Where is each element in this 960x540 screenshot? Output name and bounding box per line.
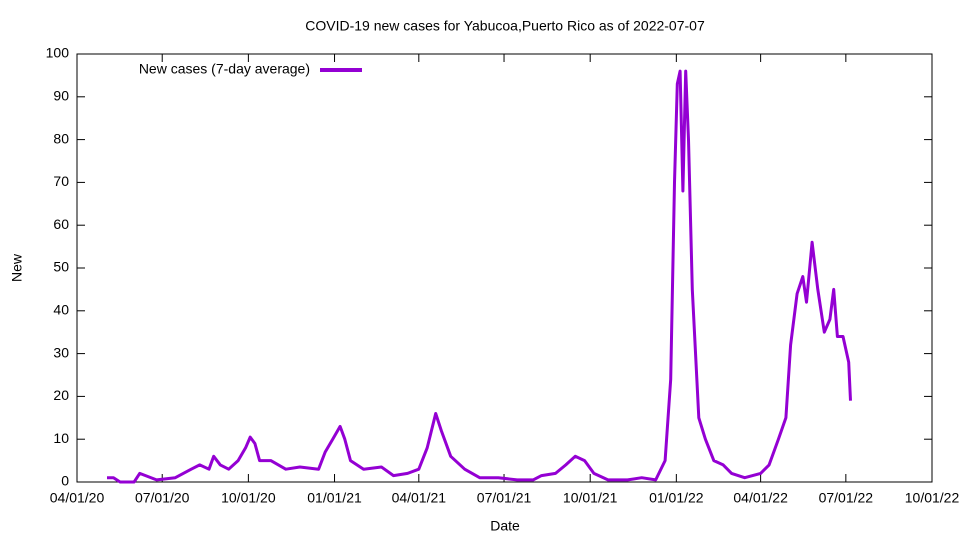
y-tick-label: 30 <box>53 344 69 360</box>
y-tick-label: 10 <box>53 430 69 446</box>
x-tick-label: 07/01/20 <box>135 490 190 506</box>
y-tick-label: 60 <box>53 216 69 232</box>
y-tick-label: 0 <box>61 473 69 489</box>
legend-label: New cases (7-day average) <box>139 61 310 77</box>
data-line <box>107 69 852 484</box>
x-tick-label: 10/01/21 <box>563 490 618 506</box>
y-tick-label: 90 <box>53 88 69 104</box>
x-axis-label: Date <box>490 518 520 534</box>
chart-title: COVID-19 new cases for Yabucoa,Puerto Ri… <box>305 18 705 34</box>
y-tick-label: 40 <box>53 302 69 318</box>
x-tick-label: 04/01/20 <box>50 490 105 506</box>
x-tick-label: 07/01/21 <box>477 490 532 506</box>
y-tick-label: 100 <box>46 45 70 61</box>
x-tick-label: 10/01/22 <box>905 490 960 506</box>
x-tick-label: 01/01/22 <box>649 490 704 506</box>
x-tick-label: 07/01/22 <box>819 490 874 506</box>
y-tick-label: 70 <box>53 173 69 189</box>
y-tick-label: 20 <box>53 387 69 403</box>
x-tick-label: 01/01/21 <box>307 490 362 506</box>
y-axis-label: New <box>9 253 25 282</box>
x-tick-label: 10/01/20 <box>221 490 276 506</box>
y-tick-label: 50 <box>53 259 69 275</box>
y-tick-label: 80 <box>53 130 69 146</box>
x-tick-label: 04/01/22 <box>733 490 788 506</box>
plot-frame <box>76 53 933 483</box>
x-tick-label: 04/01/21 <box>392 490 447 506</box>
